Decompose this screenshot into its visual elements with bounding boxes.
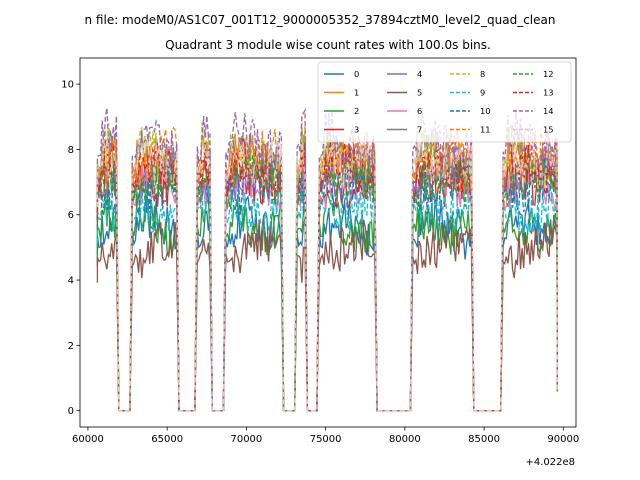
x-tick-label: 85000 bbox=[468, 434, 500, 445]
legend-label-10: 10 bbox=[480, 106, 491, 116]
chart-title: Quadrant 3 module wise count rates with … bbox=[165, 38, 491, 52]
y-axis: 0 2 4 6 8 10 bbox=[61, 80, 80, 418]
x-axis: 60000 65000 70000 75000 80000 85000 90000 bbox=[72, 427, 579, 445]
chart-suptitle: n file: modeM0/AS1C07_001T12_9000005352_… bbox=[85, 13, 556, 27]
legend-label-15: 15 bbox=[543, 125, 554, 135]
legend-label-5: 5 bbox=[417, 88, 422, 98]
x-tick-label: 75000 bbox=[310, 434, 342, 445]
legend-label-0: 0 bbox=[354, 69, 359, 79]
y-tick-label: 6 bbox=[68, 210, 74, 221]
x-tick-label: 60000 bbox=[72, 434, 104, 445]
y-tick-label: 2 bbox=[68, 341, 74, 352]
series-layer bbox=[97, 108, 557, 411]
y-tick-label: 10 bbox=[61, 80, 74, 91]
legend-label-14: 14 bbox=[543, 106, 554, 116]
y-tick-label: 4 bbox=[68, 276, 74, 287]
legend-label-13: 13 bbox=[543, 88, 554, 98]
x-offset-label: +4.022e8 bbox=[525, 457, 575, 468]
legend-label-7: 7 bbox=[417, 125, 422, 135]
legend-label-2: 2 bbox=[354, 106, 359, 116]
legend-label-8: 8 bbox=[480, 69, 485, 79]
x-tick-label: 90000 bbox=[547, 434, 579, 445]
x-tick-label: 80000 bbox=[389, 434, 421, 445]
series-line-8 bbox=[97, 121, 557, 411]
x-tick-label: 70000 bbox=[230, 434, 262, 445]
legend-label-9: 9 bbox=[480, 88, 485, 98]
legend-label-4: 4 bbox=[417, 69, 422, 79]
x-tick-label: 65000 bbox=[151, 434, 183, 445]
series-line-2 bbox=[97, 193, 557, 411]
y-tick-label: 8 bbox=[68, 145, 74, 156]
legend-label-12: 12 bbox=[543, 69, 554, 79]
legend-label-1: 1 bbox=[354, 88, 359, 98]
legend-label-3: 3 bbox=[354, 125, 359, 135]
y-tick-label: 0 bbox=[68, 406, 74, 417]
legend-label-6: 6 bbox=[417, 106, 422, 116]
legend-label-11: 11 bbox=[480, 125, 491, 135]
